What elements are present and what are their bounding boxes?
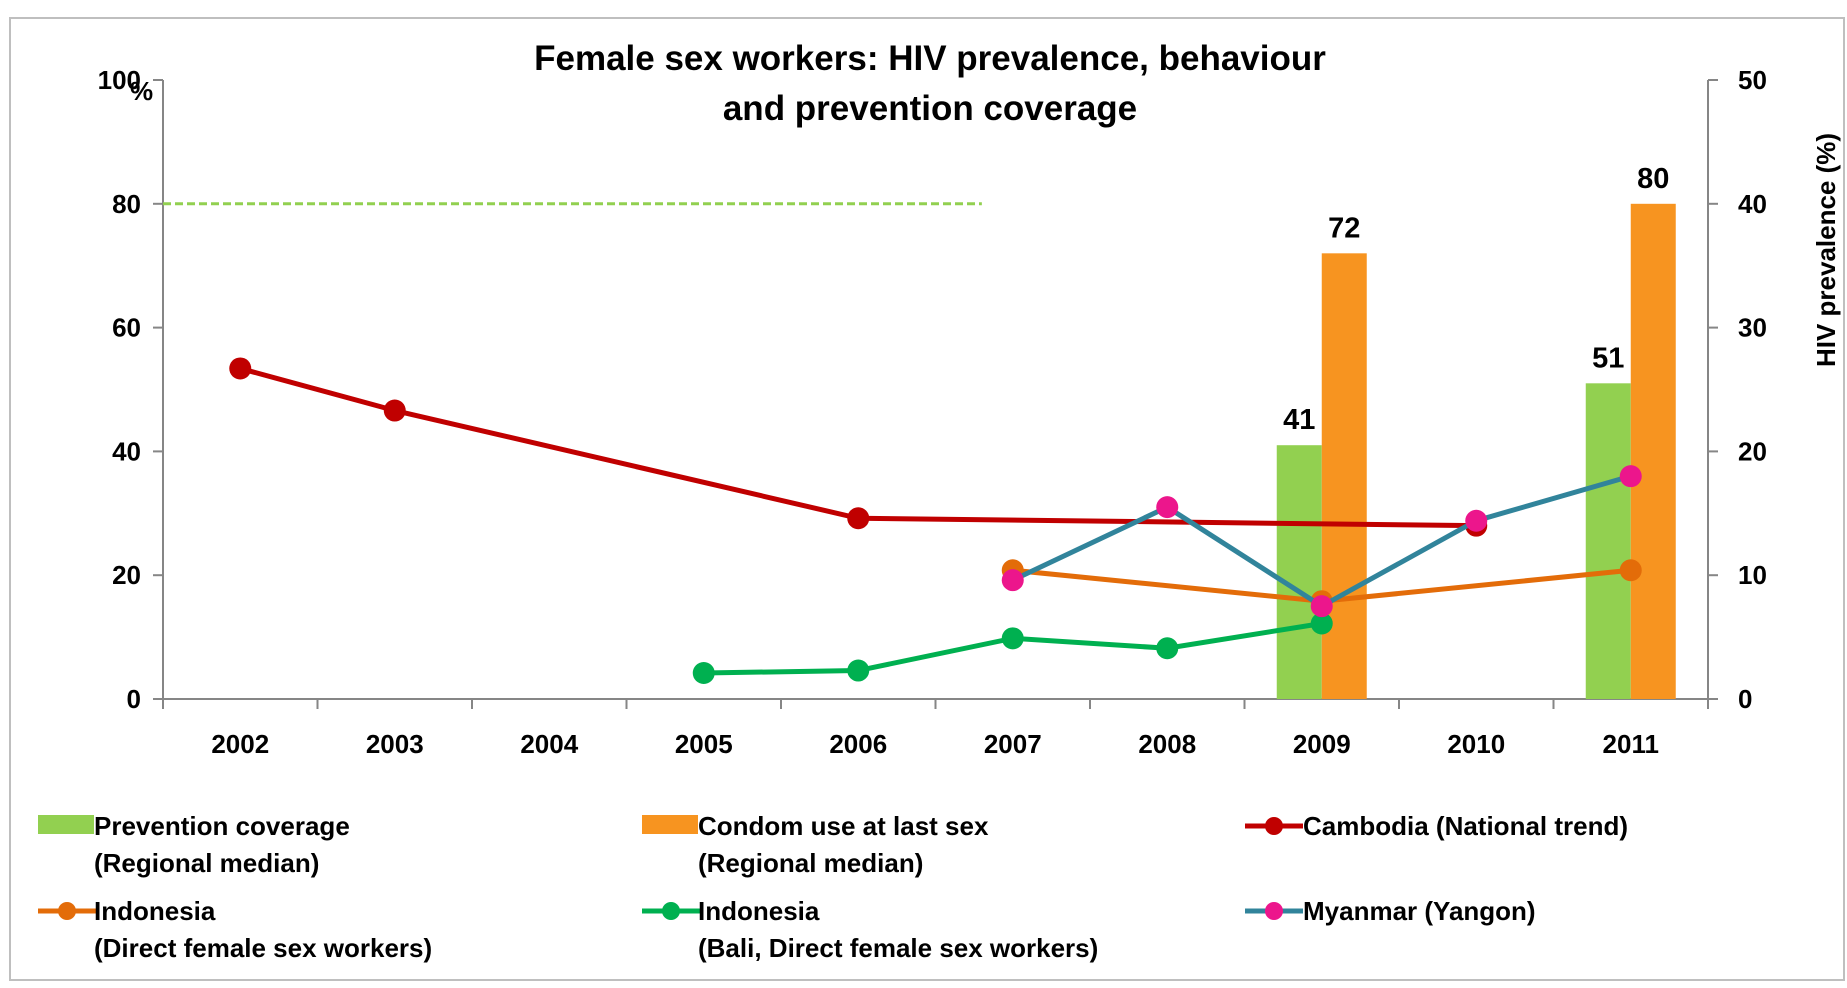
y2-tick-label: 30 <box>1738 313 1767 343</box>
x-tick-label: 2007 <box>984 729 1042 759</box>
line-marker <box>1310 612 1333 635</box>
legend-swatch <box>662 902 680 920</box>
x-tick-label: 2002 <box>211 729 269 759</box>
chart-title: and prevention coverage <box>723 89 1137 128</box>
x-tick-label: 2005 <box>675 729 733 759</box>
legend-label: Condom use at last sex <box>698 811 989 841</box>
bar <box>1585 383 1631 699</box>
line-marker <box>1156 637 1179 660</box>
x-tick-label: 2011 <box>1603 729 1659 759</box>
chart-frame <box>9 17 1845 981</box>
line-marker <box>1465 509 1488 532</box>
chart-title: Female sex workers: HIV prevalence, beha… <box>534 39 1326 78</box>
legend-swatch <box>38 815 94 834</box>
x-tick-label: 2009 <box>1293 729 1351 759</box>
x-tick-label: 2003 <box>366 729 424 759</box>
x-tick-label: 2006 <box>829 729 887 759</box>
legend-label: Myanmar (Yangon) <box>1303 896 1536 926</box>
line-marker <box>1619 559 1642 582</box>
line-marker <box>1619 465 1642 488</box>
legend-label: (Regional median) <box>698 848 923 878</box>
line-marker <box>229 357 252 380</box>
x-tick-label: 2004 <box>520 729 578 759</box>
line-marker <box>847 659 870 682</box>
legend-swatch <box>58 902 76 920</box>
y-tick-label: 80 <box>112 189 141 219</box>
legend-label: Cambodia (National trend) <box>1303 811 1628 841</box>
legend-label: (Regional median) <box>94 848 319 878</box>
line <box>239 366 1477 529</box>
bar-value-label: 41 <box>1283 404 1315 436</box>
y2-axis-label: HIV prevalence (%) <box>1811 133 1841 367</box>
y-tick-label: 0 <box>127 684 141 714</box>
legend-swatch <box>642 815 698 834</box>
bar-value-label: 51 <box>1592 342 1624 374</box>
y-tick-label: 20 <box>112 560 141 590</box>
y-tick-label: 40 <box>112 436 141 466</box>
y-tick-label: 60 <box>112 313 141 343</box>
y2-tick-label: 0 <box>1738 684 1752 714</box>
y2-tick-label: 20 <box>1738 436 1767 466</box>
line-marker <box>1310 595 1333 618</box>
legend-label: (Direct female sex workers) <box>94 933 432 963</box>
y2-tick-label: 50 <box>1738 65 1767 95</box>
line-marker <box>1001 627 1024 650</box>
legend-swatch <box>1265 902 1283 920</box>
y2-tick-label: 40 <box>1738 189 1767 219</box>
legend-swatch <box>1265 817 1283 835</box>
x-tick-label: 2010 <box>1447 729 1505 759</box>
legend-label: (Bali, Direct female sex workers) <box>698 933 1098 963</box>
bar-value-label: 72 <box>1328 212 1360 244</box>
y2-tick-label: 10 <box>1738 560 1767 590</box>
line-marker <box>692 662 715 685</box>
y-unit: % <box>130 76 153 106</box>
bar <box>1630 203 1676 700</box>
line-marker <box>383 399 406 422</box>
legend-label: Indonesia <box>94 896 216 926</box>
bar-value-label: 80 <box>1637 163 1669 195</box>
line-marker <box>1001 569 1024 592</box>
legend-label: Prevention coverage <box>94 811 350 841</box>
line-marker <box>847 507 870 530</box>
line-marker <box>1156 496 1179 519</box>
x-tick-label: 2008 <box>1138 729 1196 759</box>
bar <box>1276 445 1322 699</box>
y-tick-label: 100 <box>98 65 141 95</box>
legend-label: Indonesia <box>698 896 820 926</box>
